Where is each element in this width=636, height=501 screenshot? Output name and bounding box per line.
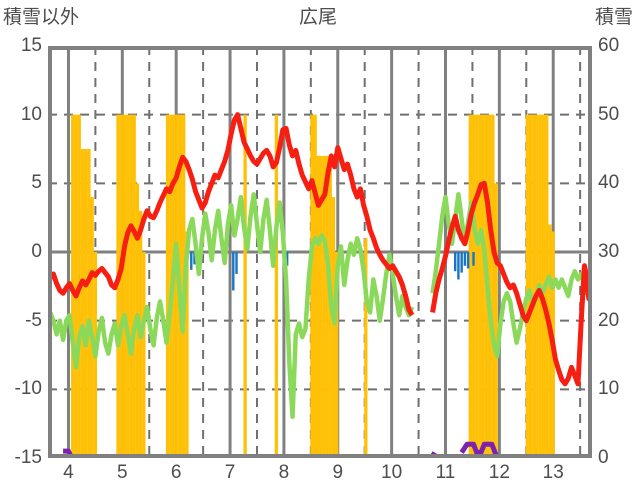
y-tick-left--15: -15 <box>14 447 42 468</box>
plot-area <box>48 46 592 458</box>
y-tick-right-30: 30 <box>598 241 620 262</box>
y-tick-right-10: 10 <box>598 378 620 400</box>
x-tick-9: 9 <box>332 462 344 483</box>
x-axis: 4 5 6 7 8 9 10 11 12 13 <box>48 462 592 498</box>
y-tick-left--5: -5 <box>25 309 42 331</box>
y-tick-right-50: 50 <box>598 103 620 125</box>
x-tick-12: 12 <box>488 462 510 483</box>
y-tick-left-10: 10 <box>20 103 42 125</box>
y-tick-left-0: 0 <box>31 241 42 262</box>
y-tick-right-0: 0 <box>598 447 609 468</box>
plot-frame <box>48 46 592 458</box>
chart-svg <box>48 46 592 458</box>
y-tick-left-5: 5 <box>31 172 42 194</box>
y-tick-right-60: 60 <box>598 35 620 56</box>
x-tick-10: 10 <box>381 462 403 483</box>
y-tick-right-20: 20 <box>598 309 620 331</box>
left-axis-header: 積雪以外 <box>3 7 80 28</box>
y-tick-left-15: 15 <box>20 35 42 56</box>
y-tick-right-40: 40 <box>598 172 620 194</box>
x-tick-11: 11 <box>435 462 456 483</box>
y-axis-left: -15 -10 -5 0 5 10 15 <box>0 36 42 467</box>
x-tick-6: 6 <box>170 462 182 483</box>
y-axis-right: 0 10 20 30 40 50 60 <box>598 36 636 467</box>
x-tick-5: 5 <box>117 462 128 483</box>
x-tick-8: 8 <box>278 462 290 483</box>
chart-title: 広尾 <box>298 7 337 28</box>
x-tick-7: 7 <box>224 462 236 483</box>
x-tick-4: 4 <box>63 462 74 483</box>
x-tick-13: 13 <box>542 462 564 483</box>
right-axis-header: 積雪 <box>594 7 633 28</box>
y-tick-left--10: -10 <box>14 378 42 400</box>
